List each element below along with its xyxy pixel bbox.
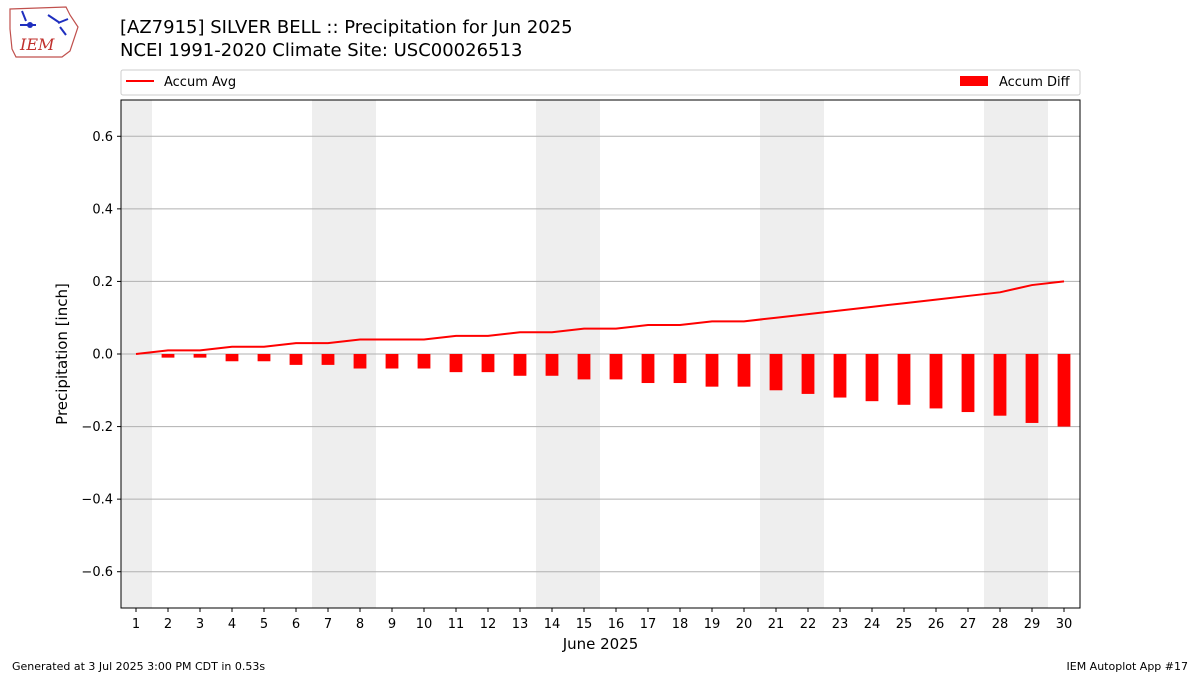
bar-accum-diff — [705, 354, 719, 387]
bar-accum-diff — [609, 354, 623, 380]
bar-accum-diff — [1057, 354, 1071, 427]
x-tick-label: 11 — [448, 617, 465, 632]
bar-accum-diff — [1025, 354, 1039, 423]
bar-accum-diff — [481, 354, 495, 373]
bar-accum-diff — [321, 354, 335, 365]
bar-accum-diff — [769, 354, 783, 391]
x-tick-label: 5 — [260, 617, 268, 632]
x-tick-label: 19 — [704, 617, 721, 632]
x-tick-label: 10 — [416, 617, 433, 632]
x-tick-label: 8 — [356, 617, 364, 632]
x-tick-label: 13 — [512, 617, 529, 632]
x-tick-label: 14 — [544, 617, 561, 632]
x-tick-label: 21 — [768, 617, 785, 632]
y-axis-label: Precipitation [inch] — [53, 283, 71, 425]
bar-accum-diff — [385, 354, 399, 369]
x-tick-label: 22 — [800, 617, 817, 632]
x-tick-label: 24 — [864, 617, 881, 632]
y-tick-label: 0.0 — [92, 348, 113, 363]
iem-logo-icon: IEM — [9, 6, 79, 58]
line-accum-avg — [135, 280, 1065, 355]
bar-accum-diff — [417, 354, 431, 369]
bar-accum-diff — [289, 354, 303, 365]
x-tick-label: 7 — [324, 617, 332, 632]
bar-accum-diff — [513, 354, 527, 376]
chart-title: [AZ7915] SILVER BELL :: Precipitation fo… — [120, 17, 573, 38]
x-tick-label: 28 — [992, 617, 1009, 632]
x-tick-label: 12 — [480, 617, 497, 632]
x-tick-label: 29 — [1024, 617, 1041, 632]
bar-accum-diff — [641, 354, 655, 384]
x-tick-label: 17 — [640, 617, 657, 632]
x-tick-label: 4 — [228, 617, 236, 632]
y-tick-label: 0.6 — [92, 130, 113, 145]
legend-bar-swatch — [960, 76, 988, 86]
bar-accum-diff — [353, 354, 367, 369]
bar-accum-diff — [865, 354, 879, 402]
x-tick-label: 15 — [576, 617, 593, 632]
y-tick-label: −0.6 — [81, 565, 113, 580]
legend-line-label: Accum Avg — [164, 75, 236, 90]
y-tick-label: −0.4 — [81, 493, 113, 508]
bar-accum-diff — [993, 354, 1007, 416]
app-label: IEM Autoplot App #17 — [1066, 660, 1189, 673]
x-tick-label: 16 — [608, 617, 625, 632]
x-tick-label: 25 — [896, 617, 913, 632]
bar-accum-diff — [545, 354, 559, 376]
bar-accum-diff — [833, 354, 847, 398]
bar-accum-diff — [161, 354, 175, 358]
y-ticks: 0.6 0.4 0.2 0.0 −0.2 −0.4 −0.6 — [81, 130, 121, 580]
x-ticks: 1 2 3 4 5 6 7 8 9 10 11 12 13 14 15 16 17 18 19 20 21 22 23 24 2… — [132, 608, 1072, 632]
bar-accum-diff — [897, 354, 911, 405]
legend: Accum Avg Accum Diff — [120, 69, 1081, 96]
legend-bar-label: Accum Diff — [999, 75, 1071, 90]
chart-subtitle: NCEI 1991-2020 Climate Site: USC00026513 — [120, 40, 523, 61]
bar-accum-diff — [257, 354, 271, 362]
x-tick-label: 3 — [196, 617, 204, 632]
bar-accum-diff — [801, 354, 815, 394]
bar-accum-diff — [673, 354, 687, 384]
x-tick-label: 30 — [1056, 617, 1073, 632]
legend-box — [120, 69, 1081, 96]
x-tick-label: 20 — [736, 617, 753, 632]
bar-accum-diff — [961, 354, 975, 413]
y-tick-label: −0.2 — [81, 420, 113, 435]
grid-lines — [121, 135, 1080, 573]
y-tick-label: 0.4 — [92, 202, 113, 217]
bar-accum-diff — [929, 354, 943, 409]
bar-accum-diff — [225, 354, 239, 362]
x-tick-label: 27 — [960, 617, 977, 632]
bar-accum-diff — [193, 354, 207, 358]
bar-accum-diff — [449, 354, 463, 373]
generated-timestamp: Generated at 3 Jul 2025 3:00 PM CDT in 0… — [12, 660, 266, 673]
series-line-accum-avg — [135, 280, 1065, 355]
bars-accum-diff — [161, 354, 1071, 427]
y-tick-label: 0.2 — [92, 275, 113, 290]
bar-accum-diff — [577, 354, 591, 380]
x-tick-label: 1 — [132, 617, 140, 632]
x-axis-label: June 2025 — [562, 635, 639, 653]
x-tick-label: 9 — [388, 617, 396, 632]
x-tick-label: 26 — [928, 617, 945, 632]
x-tick-label: 2 — [164, 617, 172, 632]
x-tick-label: 23 — [832, 617, 849, 632]
bar-accum-diff — [737, 354, 751, 387]
x-tick-label: 18 — [672, 617, 689, 632]
x-tick-label: 6 — [292, 617, 300, 632]
logo-text: IEM — [19, 35, 55, 54]
